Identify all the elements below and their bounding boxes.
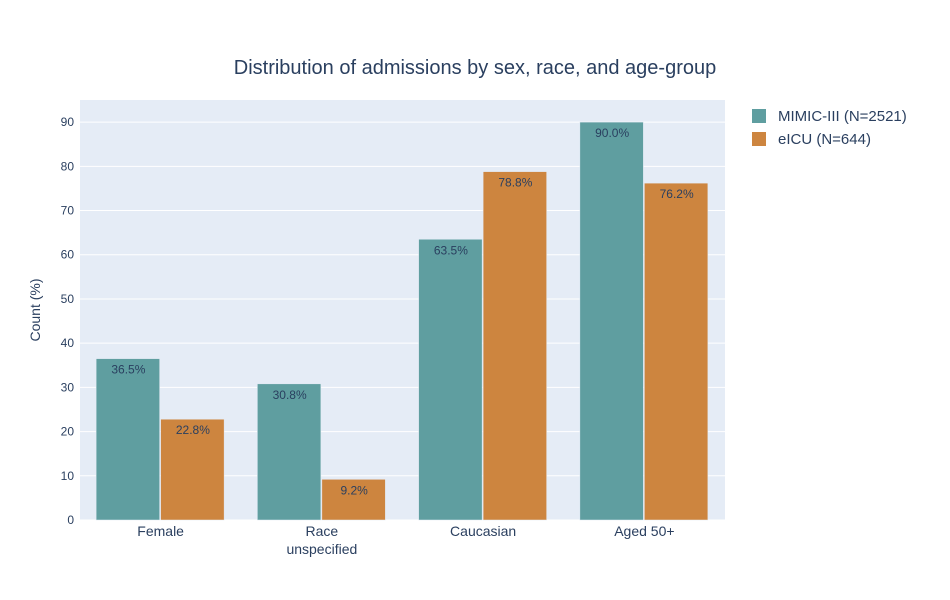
- legend-swatch: [752, 132, 766, 146]
- bar-data-label: 36.5%: [111, 363, 145, 377]
- bar-eicu-1[interactable]: [321, 479, 386, 521]
- y-tick-label: 80: [61, 159, 75, 173]
- bar-mimic-1[interactable]: [257, 383, 322, 521]
- bar-mimic-3[interactable]: [579, 121, 644, 521]
- legend[interactable]: MIMIC-III (N=2521) eICU (N=644): [752, 108, 907, 148]
- y-tick-label: 70: [61, 204, 75, 218]
- bar-eicu-3[interactable]: [644, 182, 709, 521]
- y-tick-label: 30: [61, 380, 75, 394]
- y-axis-label: Count (%): [27, 278, 43, 341]
- legend-label: eICU (N=644): [778, 131, 871, 148]
- x-tick-label: Race unspecified: [286, 523, 357, 557]
- y-tick-label: 20: [61, 425, 75, 439]
- bars: [95, 121, 709, 521]
- y-tick-label: 60: [61, 248, 75, 262]
- y-tick-label: 90: [61, 115, 75, 129]
- y-tick-label: 0: [67, 513, 74, 527]
- y-tick-labels: 0 10 20 30 40 50 60 70 80 90: [61, 115, 75, 527]
- bar-labels: 36.5% 30.8% 63.5% 90.0% 22.8% 9.2% 78.8% 76.2%: [111, 126, 694, 497]
- bar-eicu-2[interactable]: [482, 171, 547, 521]
- x-tick-labels: Female Race unspecified Caucasian Aged 50+: [137, 523, 674, 557]
- chart-title: Distribution of admissions by sex, race,…: [234, 57, 716, 79]
- bar-data-label: 78.8%: [498, 176, 532, 190]
- x-tick-label: Female: [137, 523, 184, 539]
- bar-data-label: 9.2%: [340, 483, 368, 497]
- bar-eicu-0[interactable]: [160, 418, 225, 521]
- legend-item-mimic[interactable]: MIMIC-III (N=2521): [752, 108, 907, 125]
- bar-data-label: 76.2%: [660, 187, 694, 201]
- bar-data-label: 30.8%: [273, 388, 307, 402]
- y-tick-label: 40: [61, 336, 75, 350]
- bar-data-label: 22.8%: [176, 423, 210, 437]
- bar-mimic-2[interactable]: [418, 239, 483, 521]
- x-tick-label: Caucasian: [450, 523, 516, 539]
- x-tick-label: Aged 50+: [614, 523, 674, 539]
- legend-item-eicu[interactable]: eICU (N=644): [752, 131, 871, 148]
- bar-data-label: 90.0%: [595, 126, 629, 140]
- legend-label: MIMIC-III (N=2521): [778, 108, 907, 125]
- bar-mimic-0[interactable]: [95, 358, 160, 521]
- bar-data-label: 63.5%: [434, 243, 468, 257]
- y-tick-label: 50: [61, 292, 75, 306]
- legend-swatch: [752, 109, 766, 123]
- y-tick-label: 10: [61, 469, 75, 483]
